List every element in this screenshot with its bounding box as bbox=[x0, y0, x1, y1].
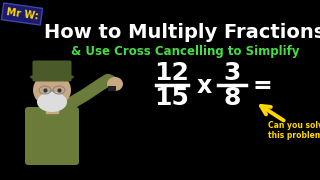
Ellipse shape bbox=[107, 77, 123, 91]
Text: =: = bbox=[252, 74, 272, 98]
Ellipse shape bbox=[37, 92, 67, 112]
Text: How to Multiply Fractions: How to Multiply Fractions bbox=[44, 22, 320, 42]
Text: Can you solve: Can you solve bbox=[268, 120, 320, 129]
Ellipse shape bbox=[33, 73, 71, 107]
Ellipse shape bbox=[42, 93, 62, 101]
Text: Mr W:: Mr W: bbox=[5, 7, 39, 21]
Text: 15: 15 bbox=[155, 86, 189, 110]
Bar bbox=[108, 86, 116, 91]
Text: & Use Cross Cancelling to Simplify: & Use Cross Cancelling to Simplify bbox=[71, 46, 299, 58]
Text: this problem?: this problem? bbox=[268, 130, 320, 140]
Text: 12: 12 bbox=[155, 61, 189, 85]
Text: 8: 8 bbox=[223, 86, 241, 110]
FancyBboxPatch shape bbox=[25, 107, 79, 165]
Text: 3: 3 bbox=[223, 61, 241, 85]
Text: x: x bbox=[196, 74, 212, 98]
Ellipse shape bbox=[30, 73, 74, 81]
FancyBboxPatch shape bbox=[33, 60, 71, 82]
Bar bbox=[46, 105, 58, 113]
